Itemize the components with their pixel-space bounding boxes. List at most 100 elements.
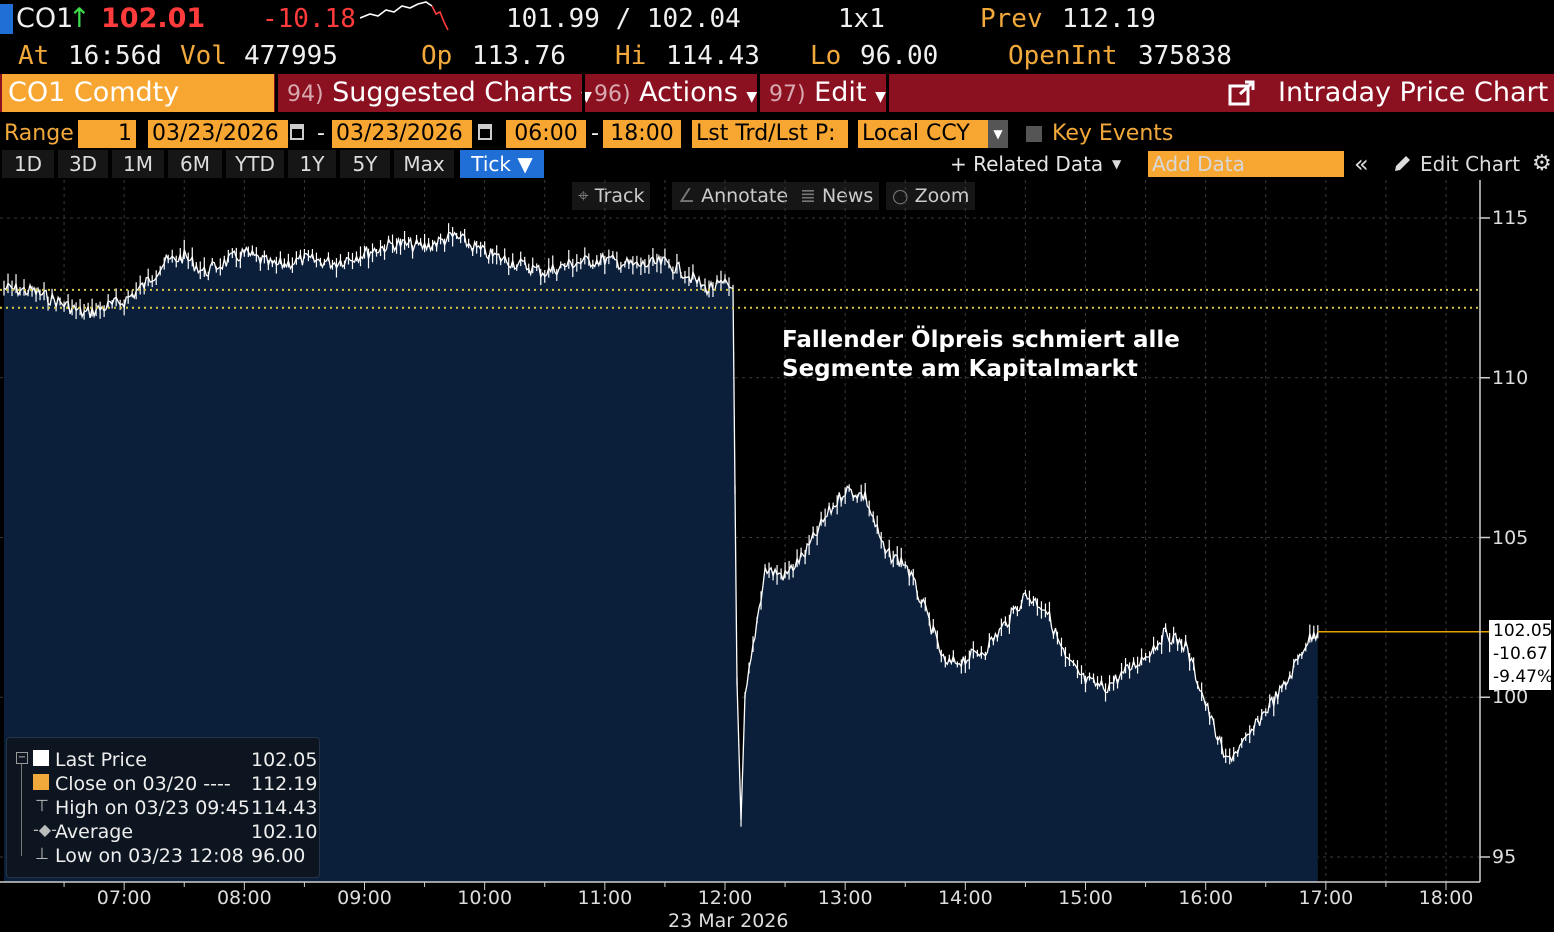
prev-label: Prev xyxy=(980,4,1043,34)
low-value: 96.00 xyxy=(860,41,939,71)
legend-label-average: Average xyxy=(55,821,134,843)
prev-value: 112.19 xyxy=(1062,4,1156,34)
end-time-field[interactable]: 18:00 xyxy=(603,120,681,148)
calendar-icon[interactable] xyxy=(478,124,492,140)
tab-max[interactable]: Max xyxy=(394,150,454,178)
collapse-icon[interactable]: « xyxy=(1354,150,1369,178)
low-marker-icon: ⊥ xyxy=(35,844,49,863)
legend-collapse-icon[interactable]: − xyxy=(16,752,28,764)
y-tick-label: 105 xyxy=(1492,526,1529,549)
start-date-field[interactable]: 03/23/2026 xyxy=(148,120,288,148)
edit-chart-button[interactable]: Edit Chart xyxy=(1420,152,1521,176)
x-tick-label: 07:00 xyxy=(96,887,152,909)
x-tick-label: 17:00 xyxy=(1298,887,1354,909)
last-price-box: 102.05 -10.67 -9.47% xyxy=(1489,620,1554,690)
calendar-icon[interactable] xyxy=(290,124,304,140)
sparkline xyxy=(360,1,449,31)
x-tick-label: 14:00 xyxy=(937,887,993,909)
range-value-field[interactable]: 1 xyxy=(78,120,136,148)
gear-icon[interactable]: ⚙ xyxy=(1532,151,1552,176)
menu-divider xyxy=(275,74,278,112)
suggested-charts-num: 94) xyxy=(287,82,324,107)
x-tick-label: 08:00 xyxy=(216,887,272,909)
legend-swatch-last-price xyxy=(33,750,49,766)
news-icon: ≣ xyxy=(800,185,816,207)
menu-divider xyxy=(886,74,889,112)
chevron-down-icon: ▼ xyxy=(988,120,1008,148)
legend-value-low: 96.00 xyxy=(251,845,306,867)
key-events-checkbox[interactable] xyxy=(1026,126,1042,142)
x-tick-label: 13:00 xyxy=(817,887,873,909)
tab-5y[interactable]: 5Y xyxy=(340,150,390,178)
ticker: CO1 xyxy=(16,3,74,34)
sparkline-down xyxy=(431,5,449,31)
legend-swatch-close xyxy=(33,774,49,790)
zoom-label: Zoom xyxy=(914,185,970,207)
open-label: Op xyxy=(421,41,453,71)
legend-label-high: High on 03/23 09:45 xyxy=(55,797,250,819)
average-marker-icon: -◆- xyxy=(33,820,57,839)
x-tick-label: 15:00 xyxy=(1058,887,1113,909)
high-value: 114.43 xyxy=(666,41,760,71)
tab-ytd[interactable]: YTD xyxy=(226,150,284,178)
add-data-input[interactable]: Add Data xyxy=(1148,151,1344,177)
edit-menu[interactable]: 97) Edit ▼ xyxy=(763,74,886,112)
last-price-box-pct: -9.47% xyxy=(1493,667,1554,687)
magnifier-icon: ○ xyxy=(892,185,909,207)
price-type-field[interactable]: Lst Trd/Lst P: xyxy=(692,120,848,148)
y-tick-label: 100 xyxy=(1492,686,1529,709)
tab-1d[interactable]: 1D xyxy=(2,150,54,178)
related-data-button[interactable]: + Related Data xyxy=(950,152,1104,176)
chevron-down-icon: ▼ xyxy=(581,89,592,105)
x-tick-label: 11:00 xyxy=(577,887,633,909)
security-field[interactable]: CO1 Comdty xyxy=(2,74,274,112)
track-tool[interactable]: ⌖ Track xyxy=(572,182,651,210)
price-line xyxy=(3,231,1319,821)
popout-icon[interactable] xyxy=(1228,80,1256,106)
x-tick-label: 10:00 xyxy=(457,887,513,909)
annotate-icon: ∠ xyxy=(678,185,696,207)
actions-num: 96) xyxy=(594,82,631,107)
tab-6m[interactable]: 6M xyxy=(168,150,222,178)
chevron-down-icon: ▼ xyxy=(1112,157,1122,171)
sparkline-up xyxy=(360,1,433,19)
menu-divider xyxy=(757,74,760,112)
bid-ask: 101.99 / 102.04 xyxy=(506,4,741,34)
news-tool[interactable]: ≣ News xyxy=(794,182,880,210)
high-label: Hi xyxy=(615,41,647,71)
annotate-label: Annotate xyxy=(701,185,789,207)
start-time-field[interactable]: 06:00 xyxy=(506,120,586,148)
x-tick-label: 12:00 xyxy=(697,887,753,909)
suggested-charts-label: Suggested Charts xyxy=(332,77,573,108)
high-marker-icon: ⊤ xyxy=(35,796,49,815)
edit-label: Edit xyxy=(814,77,867,108)
date-separator: - xyxy=(317,121,325,146)
last-price-box-price: 102.05 xyxy=(1493,621,1553,641)
currency-select-value: Local CCY xyxy=(862,121,970,146)
suggested-charts-menu[interactable]: 94) Suggested Charts ▼ xyxy=(281,74,592,112)
legend-tree-line xyxy=(21,764,22,856)
end-date-field[interactable]: 03/23/2026 xyxy=(332,120,472,148)
range-label: Range xyxy=(4,121,74,146)
tab-3d[interactable]: 3D xyxy=(58,150,108,178)
security-field-text: CO1 Comdty xyxy=(8,77,180,108)
currency-select[interactable]: Local CCY ▼ xyxy=(858,120,1008,148)
tab-1m[interactable]: 1M xyxy=(112,150,164,178)
screen-title: Intraday Price Chart xyxy=(1278,77,1549,108)
up-arrow-icon: ↑ xyxy=(68,3,91,34)
low-label: Lo xyxy=(810,41,842,71)
crosshair-icon: ⌖ xyxy=(578,185,589,207)
track-label: Track xyxy=(594,185,645,207)
zoom-tool[interactable]: ○ Zoom xyxy=(886,182,976,210)
x-tick-label: 18:00 xyxy=(1418,887,1474,909)
tab-tick[interactable]: Tick ▼ xyxy=(460,150,544,178)
actions-menu[interactable]: 96) Actions ▼ xyxy=(588,74,757,112)
annotate-tool[interactable]: ∠ Annotate xyxy=(672,182,795,210)
x-axis-date: 23 Mar 2026 xyxy=(668,910,789,932)
vol-label: Vol xyxy=(180,41,227,71)
legend-value-average: 102.10 xyxy=(251,821,318,843)
actions-label: Actions xyxy=(639,77,738,108)
tab-1y[interactable]: 1Y xyxy=(288,150,336,178)
legend-label-close: Close on 03/20 ---- xyxy=(55,773,231,795)
